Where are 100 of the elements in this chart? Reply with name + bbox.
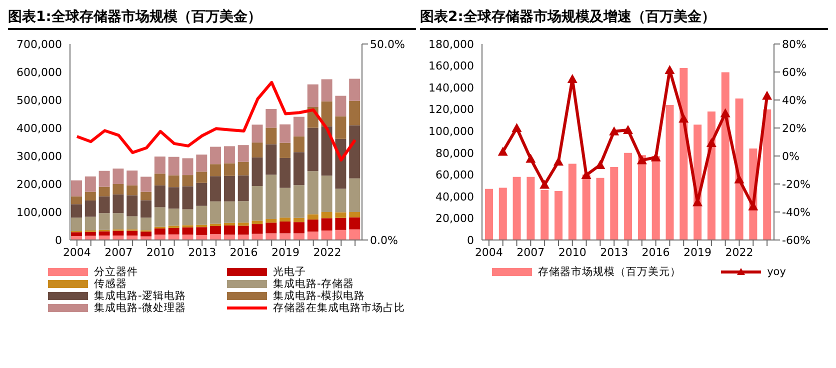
bar [280, 188, 291, 218]
y-tick-label: 80,000 [436, 146, 474, 160]
y2-tick-label: -60% [782, 234, 810, 247]
x-tick-label: 2013 [188, 246, 216, 259]
y-tick-label: 100,000 [16, 206, 62, 219]
bar [252, 124, 263, 143]
bar [224, 234, 235, 240]
bar [71, 204, 82, 218]
point [762, 90, 772, 100]
bar [196, 206, 208, 225]
bar [182, 175, 194, 186]
bar [140, 192, 152, 200]
legend-label: 光电子 [273, 266, 306, 278]
bar [168, 175, 180, 188]
bar [293, 222, 304, 234]
bar [293, 152, 304, 186]
bar [266, 174, 277, 219]
point [609, 126, 620, 136]
x-tick-label: 2022 [313, 246, 342, 259]
bar [307, 232, 318, 240]
point [526, 154, 536, 163]
bar [210, 201, 222, 224]
bar [71, 180, 82, 196]
y-tick-label: 20,000 [436, 212, 474, 226]
x-tick-label: 2019 [684, 246, 712, 259]
bar [196, 172, 208, 183]
bar [252, 142, 263, 158]
bar [224, 163, 235, 176]
bar [349, 217, 360, 230]
point [512, 123, 522, 132]
bar [224, 225, 235, 235]
bar [210, 226, 222, 234]
legend-label: 集成电路-存储器 [273, 278, 354, 290]
bar [238, 145, 249, 162]
bar [485, 188, 493, 240]
bar [238, 222, 249, 226]
bar [154, 156, 166, 174]
bar [210, 176, 222, 202]
bar [321, 212, 332, 218]
y2-tick-label: -20% [782, 178, 810, 191]
bar [652, 156, 660, 240]
bar [568, 164, 576, 240]
bar [321, 176, 332, 212]
y-tick-label: 700,000 [16, 38, 62, 51]
x-tick-label: 2016 [230, 246, 258, 259]
bar [98, 170, 110, 187]
bar [224, 176, 235, 202]
bar [238, 162, 249, 176]
bar [349, 78, 360, 101]
point [581, 170, 592, 180]
bar [238, 226, 249, 235]
chart-title: 图表2:全球存储器市场规模及增速（百万美金） [420, 8, 828, 30]
legend-label: 传感器 [94, 278, 127, 290]
bar [252, 224, 263, 234]
bar [168, 187, 180, 209]
bar [349, 125, 360, 178]
bar [112, 168, 124, 184]
y2-tick-label: 60% [782, 66, 806, 79]
bar [98, 213, 110, 230]
bar [182, 186, 194, 210]
bar [280, 218, 291, 222]
bar [335, 116, 346, 139]
bar [596, 178, 604, 240]
bar [168, 208, 180, 226]
bar [196, 154, 208, 172]
bar [210, 164, 222, 176]
point [623, 124, 633, 134]
legend-label: 集成电路-模拟电路 [273, 290, 365, 302]
bar [554, 191, 563, 240]
bar [238, 201, 249, 223]
bar [154, 234, 166, 240]
legend-label: 分立器件 [94, 266, 138, 278]
bar [721, 72, 730, 240]
bar [224, 201, 235, 223]
bar [140, 218, 152, 230]
legend-label: yoy [767, 266, 786, 278]
y-tick-label: 100,000 [428, 125, 474, 138]
bar [321, 218, 332, 230]
bar [210, 234, 222, 240]
y-tick-label: 600,000 [16, 66, 62, 79]
y-tick-label: 160,000 [428, 60, 474, 73]
bar [196, 227, 208, 235]
bar [98, 231, 110, 236]
bar [735, 98, 744, 240]
x-tick-label: 2007 [104, 246, 133, 259]
bar [112, 213, 124, 230]
bar [84, 216, 96, 230]
y2-tick-label: 20% [782, 122, 806, 135]
bar [638, 155, 646, 240]
y-tick-label: 500,000 [16, 94, 62, 107]
bar [126, 185, 138, 196]
bar [307, 214, 318, 220]
bar [335, 96, 346, 116]
bar [71, 196, 82, 204]
bar [84, 232, 96, 236]
y-tick-label: 0 [55, 234, 62, 247]
bar [335, 218, 346, 230]
bar [168, 156, 180, 176]
bar [321, 126, 332, 176]
bar [71, 232, 82, 236]
